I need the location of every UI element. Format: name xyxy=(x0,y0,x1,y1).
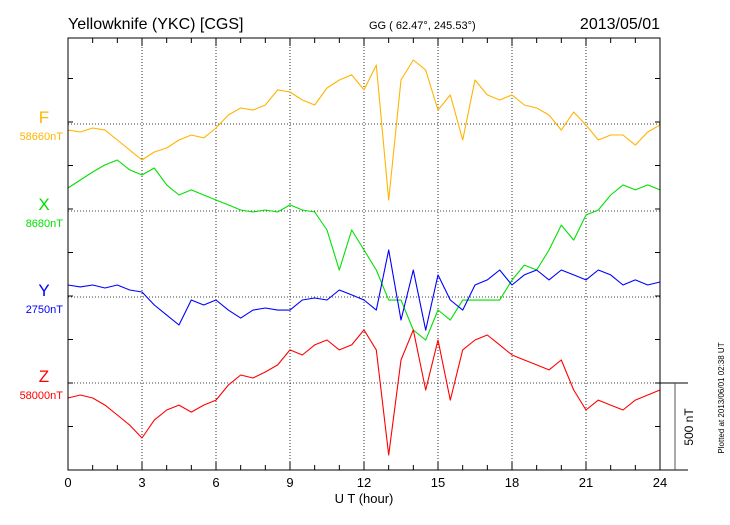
x-tick-label: 15 xyxy=(431,475,445,490)
trace-z xyxy=(67,329,661,456)
x-tick-label: 9 xyxy=(286,475,293,490)
series-labels: F 58660nT X 8680nT Y 2750nT Z 58000nT xyxy=(20,108,64,402)
trace-y xyxy=(67,249,661,331)
x-axis-label: U T (hour) xyxy=(335,491,394,506)
series-baseline-f: 58660nT xyxy=(20,131,64,143)
date-label: 2013/05/01 xyxy=(580,16,660,33)
series-name-f: F xyxy=(39,108,49,127)
trace-f xyxy=(67,59,661,201)
x-tick-label: 18 xyxy=(505,475,519,490)
series-name-z: Z xyxy=(39,367,49,386)
station-coords: GG ( 62.47°, 245.53°) xyxy=(369,20,476,32)
x-tick-label: 24 xyxy=(653,475,667,490)
x-tick-label: 3 xyxy=(138,475,145,490)
x-tick-label: 21 xyxy=(579,475,593,490)
series-baseline-y: 2750nT xyxy=(26,304,64,316)
series-baseline-z: 58000nT xyxy=(20,390,64,402)
series-baseline-x: 8680nT xyxy=(26,218,64,230)
trace-x xyxy=(67,159,661,341)
x-tick-label: 6 xyxy=(212,475,219,490)
grid xyxy=(68,38,660,470)
axis-ticks: 0 3 6 9 12 15 18 21 24 xyxy=(64,38,667,490)
traces xyxy=(67,59,661,456)
x-tick-label: 12 xyxy=(357,475,371,490)
scale-label: 500 nT xyxy=(682,408,696,446)
series-name-y: Y xyxy=(38,281,49,300)
series-name-x: X xyxy=(38,195,49,214)
plotted-at-label: Plotted at 2013/06/01 02:38 UT xyxy=(717,342,726,453)
scale-bar xyxy=(660,382,688,471)
station-title: Yellowknife (YKC) [CGS] xyxy=(68,16,243,33)
x-tick-label: 0 xyxy=(64,475,71,490)
